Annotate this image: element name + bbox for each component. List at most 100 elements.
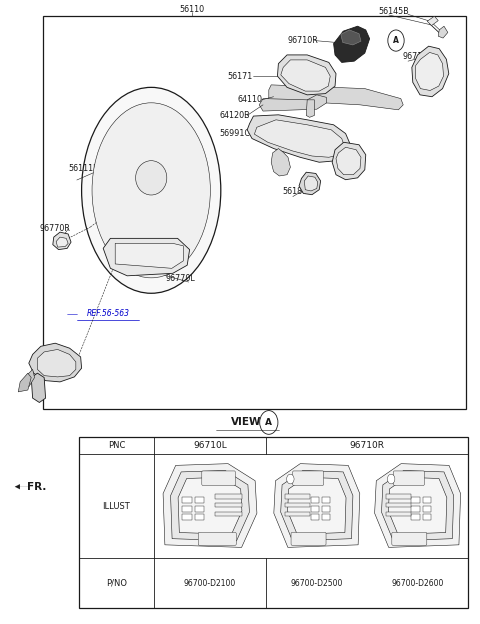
Bar: [286, 512, 310, 516]
Bar: [182, 497, 192, 503]
Polygon shape: [259, 95, 326, 111]
Text: ILLUST: ILLUST: [103, 502, 130, 511]
Bar: [195, 505, 204, 512]
Text: REF.56-563: REF.56-563: [86, 310, 130, 318]
Text: SET-: SET-: [422, 514, 433, 519]
Polygon shape: [18, 373, 31, 392]
Text: 56111D: 56111D: [68, 164, 100, 173]
Bar: [182, 505, 192, 512]
Bar: [386, 512, 411, 516]
Bar: [322, 505, 330, 512]
Bar: [386, 494, 411, 499]
Circle shape: [287, 474, 294, 484]
Circle shape: [387, 474, 395, 484]
Text: 56170B: 56170B: [333, 159, 363, 168]
Bar: [311, 497, 319, 503]
Text: VIEW: VIEW: [231, 417, 262, 427]
Text: RES+: RES+: [420, 494, 435, 499]
Polygon shape: [304, 176, 318, 191]
Bar: [411, 505, 420, 512]
Text: 56110: 56110: [180, 5, 204, 14]
Polygon shape: [115, 243, 183, 268]
Polygon shape: [178, 477, 242, 534]
Polygon shape: [277, 55, 336, 95]
Polygon shape: [332, 142, 366, 180]
Bar: [43, 16, 466, 409]
Bar: [411, 514, 420, 520]
Text: MODE: MODE: [227, 473, 243, 478]
Bar: [286, 494, 310, 499]
Bar: [322, 514, 330, 520]
Text: A: A: [393, 36, 399, 45]
Polygon shape: [306, 100, 314, 117]
Ellipse shape: [135, 161, 167, 195]
Bar: [215, 494, 241, 499]
Polygon shape: [269, 85, 403, 110]
Text: CRUISE: CRUISE: [317, 473, 337, 478]
Polygon shape: [336, 147, 361, 175]
Polygon shape: [37, 349, 76, 377]
Text: SET-: SET-: [321, 514, 333, 519]
Polygon shape: [299, 172, 321, 195]
Text: 96700-D2100: 96700-D2100: [184, 579, 236, 588]
Text: 64120B: 64120B: [220, 111, 251, 120]
Text: PNC: PNC: [108, 441, 125, 450]
Polygon shape: [271, 149, 290, 176]
Text: 96700-D2600: 96700-D2600: [391, 579, 444, 588]
Text: A: A: [265, 418, 272, 427]
Polygon shape: [412, 46, 449, 97]
FancyBboxPatch shape: [291, 532, 326, 545]
Ellipse shape: [115, 137, 187, 244]
Polygon shape: [170, 470, 250, 541]
Polygon shape: [388, 477, 447, 534]
Text: VOL-: VOL-: [184, 521, 196, 526]
Bar: [423, 514, 431, 520]
Polygon shape: [382, 470, 454, 541]
Text: 56991C: 56991C: [220, 129, 251, 138]
Text: 96710L: 96710L: [193, 441, 227, 450]
Bar: [182, 514, 192, 520]
Bar: [423, 497, 431, 503]
FancyBboxPatch shape: [392, 532, 427, 545]
Polygon shape: [427, 16, 438, 26]
Polygon shape: [53, 232, 71, 250]
Polygon shape: [334, 26, 370, 62]
Polygon shape: [56, 237, 68, 247]
Text: 96770L: 96770L: [165, 275, 195, 283]
Text: 56171: 56171: [228, 72, 252, 80]
Bar: [311, 505, 319, 512]
Text: 96700-D2500: 96700-D2500: [290, 579, 343, 588]
Text: 56145B: 56145B: [378, 7, 409, 16]
Polygon shape: [274, 464, 360, 547]
Text: 56184: 56184: [283, 187, 308, 196]
Polygon shape: [281, 470, 353, 541]
Text: 96770R: 96770R: [40, 224, 71, 233]
Text: P/NO: P/NO: [106, 579, 127, 588]
FancyBboxPatch shape: [202, 471, 235, 485]
Bar: [195, 497, 204, 503]
Polygon shape: [254, 120, 345, 157]
Bar: [79, 437, 468, 608]
Polygon shape: [438, 26, 448, 38]
Text: 96710R: 96710R: [350, 441, 384, 450]
Text: FR.: FR.: [27, 482, 47, 492]
Bar: [322, 497, 330, 503]
Polygon shape: [163, 464, 257, 547]
Ellipse shape: [82, 87, 221, 293]
Bar: [311, 514, 319, 520]
Polygon shape: [103, 238, 190, 276]
Text: 96710R: 96710R: [287, 36, 318, 45]
Bar: [386, 503, 411, 507]
Bar: [215, 512, 241, 516]
Bar: [286, 503, 310, 507]
Bar: [195, 514, 204, 520]
Bar: [423, 505, 431, 512]
Text: CANCEL: CANCEL: [301, 537, 323, 542]
FancyBboxPatch shape: [394, 471, 424, 485]
FancyBboxPatch shape: [293, 471, 324, 485]
Ellipse shape: [92, 103, 210, 278]
FancyBboxPatch shape: [198, 532, 236, 545]
Text: 64110: 64110: [237, 95, 262, 104]
Bar: [215, 503, 241, 507]
Polygon shape: [374, 464, 461, 547]
